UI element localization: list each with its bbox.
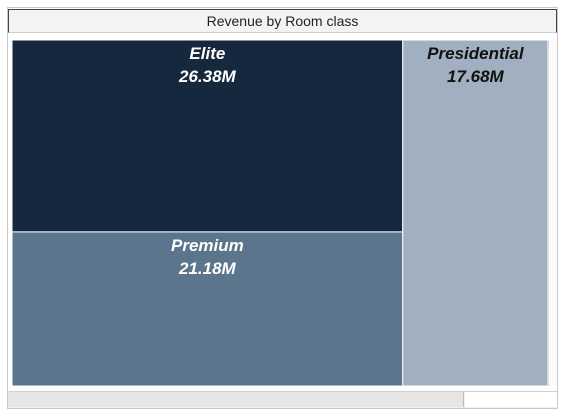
- treemap-tile-elite[interactable]: [12, 40, 404, 233]
- tile-name-presidential: Presidential: [427, 44, 525, 63]
- horizontal-scroll-thumb[interactable]: [8, 392, 464, 407]
- tile-name-elite: Elite: [189, 44, 225, 63]
- treemap-plot: Elite 26.38M Premium 21.18M Presidential 17.6…: [12, 40, 548, 386]
- treemap-tile-presidential[interactable]: [402, 40, 548, 386]
- scrollbar-corner: [465, 392, 557, 407]
- visual-border: [7, 7, 558, 409]
- chart-title: Revenue by Room class: [8, 9, 557, 33]
- tile-value-premium: 21.18M: [178, 259, 237, 278]
- vertical-scrollbar[interactable]: [548, 40, 557, 386]
- tile-value-presidential: 17.68M: [447, 67, 505, 86]
- tile-name-premium: Premium: [171, 236, 244, 255]
- treemap-svg: Elite 26.38M Premium 21.18M Presidential 17.6…: [12, 40, 548, 386]
- tile-value-elite: 26.38M: [178, 67, 237, 86]
- horizontal-scrollbar[interactable]: [8, 391, 557, 408]
- treemap-tile-premium[interactable]: [12, 231, 404, 386]
